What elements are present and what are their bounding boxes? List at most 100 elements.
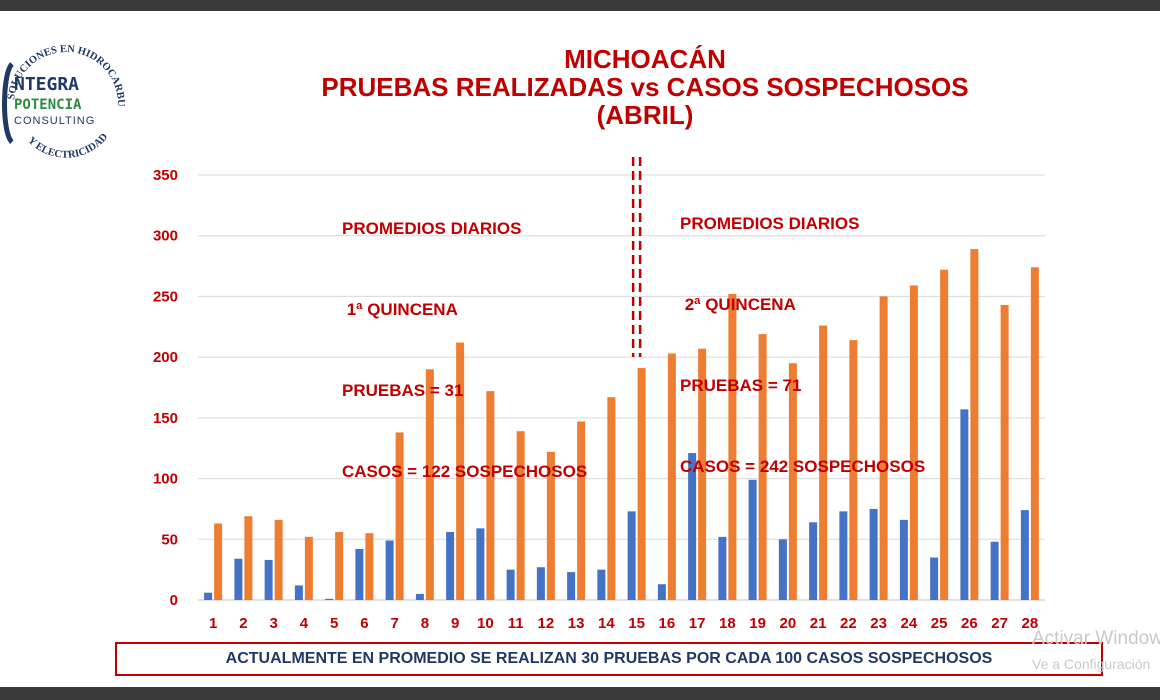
y-tick-label: 300 [153,228,178,245]
y-tick-label: 0 [170,592,178,609]
x-tick-label: 22 [840,615,857,632]
annotation-second-line-1: PROMEDIOS DIARIOS [680,214,860,233]
x-tick-label: 7 [390,615,398,632]
chart-bars [204,249,1039,601]
x-tick-label: 25 [931,615,948,632]
bar-series1-day-14 [597,569,606,600]
x-tick-label: 6 [360,615,368,632]
footer-text: ACTUALMENTE EN PROMEDIO SE REALIZAN 30 P… [225,650,993,667]
bar-series2-day-3 [274,519,283,600]
chart-title-line-3: (ABRIL) [596,100,694,130]
watermark-line-2: Ve a Configuración [1032,656,1151,672]
bar-series1-day-2 [234,558,243,600]
x-tick-label: 16 [659,615,676,632]
annotation-second-line-4: CASOS = 242 SOSPECHOSOS [680,457,926,476]
bar-series2-day-28 [1030,267,1039,600]
window-bottom-bar [0,687,1160,700]
x-tick-label: 24 [901,615,918,632]
bar-series1-day-19 [748,479,757,600]
bar-series2-day-10 [486,391,495,600]
y-tick-label: 50 [161,531,178,548]
bar-series1-day-7 [385,540,394,600]
bar-series2-day-20 [788,363,797,600]
bar-series2-day-5 [335,532,344,600]
x-tick-label: 9 [451,615,459,632]
logo-word-integra: NTEGRA [14,74,79,95]
bar-series2-day-23 [879,296,888,600]
bar-series1-day-12 [536,567,545,600]
x-tick-label: 18 [719,615,736,632]
y-tick-label: 100 [153,471,178,488]
bar-series1-day-23 [869,508,878,600]
x-tick-label: 1 [209,615,217,632]
x-tick-label: 20 [780,615,797,632]
bar-series2-day-22 [849,340,858,600]
bar-series2-day-2 [244,516,253,600]
y-tick-label: 250 [153,288,178,305]
bar-series1-day-25 [930,557,939,600]
x-tick-label: 11 [508,615,524,632]
x-tick-label: 23 [870,615,887,632]
bar-series1-day-21 [809,522,818,600]
bar-series2-day-13 [577,421,586,600]
bar-series1-day-22 [839,511,848,600]
bar-series1-day-28 [1020,510,1029,600]
chart-title-line-1: MICHOACÁN [564,44,726,74]
annotation-first-line-4: CASOS = 122 SOSPECHOSOS [342,462,588,481]
x-tick-label: 12 [538,615,555,632]
annotation-second-half: PROMEDIOS DIARIOS 2ª QUINCENA PRUEBAS = … [680,156,925,507]
bar-series1-day-16 [657,584,666,600]
integra-logo: SOLUCIONES EN HIDROCARBUROS Y ELECTRICID… [0,24,126,161]
watermark-line-1: Activar Windows [1032,628,1160,649]
bar-series2-day-17 [698,348,707,600]
x-tick-label: 17 [689,615,706,632]
chart-title-line-2: PRUEBAS REALIZADAS vs CASOS SOSPECHOSOS [321,72,969,102]
annotation-first-line-1: PROMEDIOS DIARIOS [342,219,522,238]
bar-series1-day-5 [325,598,334,600]
logo-word-potencia: POTENCIA [14,97,82,113]
y-tick-label: 150 [153,410,178,427]
bar-series2-day-12 [546,451,555,600]
bar-series2-day-14 [607,397,616,600]
x-tick-label: 3 [269,615,277,632]
bar-series2-day-8 [425,369,434,600]
x-tick-label: 14 [598,615,615,632]
bar-series1-day-27 [990,541,999,600]
x-tick-label: 28 [1022,615,1039,632]
bar-series1-day-18 [718,536,727,600]
bar-series2-day-24 [909,285,918,600]
annotation-first-line-2: 1ª QUINCENA [342,300,458,319]
x-tick-label: 2 [239,615,247,632]
bar-series2-day-27 [1000,304,1009,600]
bar-series1-day-4 [294,585,303,600]
x-axis-ticks: 1 2 3 4 5 6 7 8 9 10 11 12 13 14 15 16 17 18 19 20 21 22 23 24 2… [209,615,1038,632]
bar-series1-day-24 [899,519,908,600]
bar-series1-day-1 [204,592,213,600]
bar-series1-day-9 [446,532,455,600]
annotation-second-line-3: PRUEBAS = 71 [680,376,802,395]
bar-series2-day-21 [819,325,828,600]
x-tick-label: 10 [477,615,494,632]
x-tick-label: 21 [810,615,827,632]
bar-series1-day-11 [506,569,515,600]
annotation-first-half: PROMEDIOS DIARIOS 1ª QUINCENA PRUEBAS = … [342,161,587,512]
bar-series2-day-11 [516,431,525,600]
bar-series1-day-15 [627,511,636,600]
bar-series2-day-16 [667,353,676,600]
y-axis-ticks: 0 50 100 150 200 250 300 350 [153,167,178,609]
bar-series1-day-6 [355,549,364,600]
bar-series2-day-26 [970,249,979,601]
bar-series1-day-10 [476,528,485,600]
activation-watermark: Activar Windows Ve a Configuración [1032,628,1160,678]
bar-series1-day-26 [960,409,969,600]
logo-swoosh-icon [2,62,15,144]
bar-series1-day-8 [415,593,424,600]
bar-series1-day-3 [264,559,273,600]
bar-series1-day-20 [778,539,787,600]
bar-series1-day-13 [567,572,576,600]
y-tick-label: 200 [153,349,178,366]
x-tick-label: 4 [300,615,309,632]
bar-series1-day-17 [688,453,697,600]
logo-word-consulting: CONSULTING [14,115,95,127]
